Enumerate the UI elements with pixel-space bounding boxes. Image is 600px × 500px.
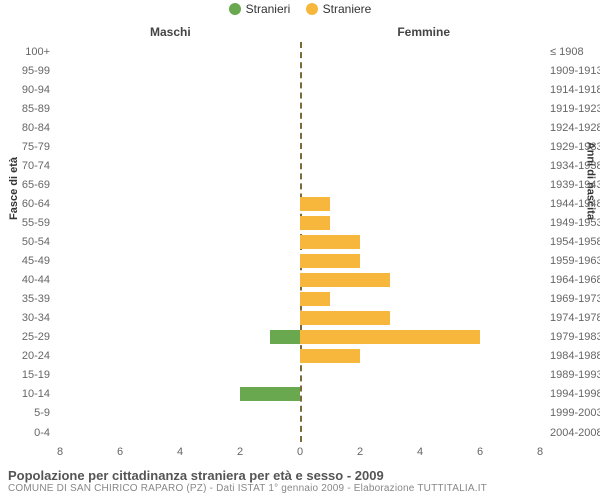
bar-male: [270, 330, 300, 344]
y-tick-age: 50-54: [5, 235, 50, 249]
x-tick: 6: [477, 446, 483, 458]
x-tick: 4: [417, 446, 423, 458]
bar-female: [300, 330, 480, 344]
bar-female: [300, 273, 390, 287]
y-tick-birth: 1979-1983: [550, 330, 600, 344]
y-tick-birth: 1949-1953: [550, 216, 600, 230]
y-tick-age: 85-89: [5, 102, 50, 116]
bar-female: [300, 311, 390, 325]
bar-female: [300, 254, 360, 268]
data-row: [60, 121, 540, 135]
side-title-male: Maschi: [150, 25, 191, 39]
x-tick: 0: [297, 446, 303, 458]
bar-female: [300, 292, 330, 306]
y-tick-birth: 1994-1998: [550, 387, 600, 401]
data-row: [60, 235, 540, 249]
y-tick-birth: 1939-1943: [550, 178, 600, 192]
y-tick-birth: 1909-1913: [550, 64, 600, 78]
x-axis: 8 6 4 2 0 2 4 6 8: [60, 444, 540, 462]
legend-dot-male: [229, 3, 241, 15]
y-tick-birth: 1944-1948: [550, 197, 600, 211]
y-tick-age: 5-9: [5, 406, 50, 420]
data-row: [60, 178, 540, 192]
y-tick-age: 40-44: [5, 273, 50, 287]
side-title-female: Femmine: [397, 25, 450, 39]
y-tick-age: 15-19: [5, 368, 50, 382]
y-tick-birth: 1989-1993: [550, 368, 600, 382]
x-tick: 2: [237, 446, 243, 458]
data-row: [60, 292, 540, 306]
y-tick-birth: 1924-1928: [550, 121, 600, 135]
y-tick-age: 60-64: [5, 197, 50, 211]
legend: Stranieri Straniere: [0, 2, 600, 18]
y-tick-age: 30-34: [5, 311, 50, 325]
chart-container: Stranieri Straniere Maschi Femmine Fasce…: [0, 0, 600, 500]
y-tick-age: 65-69: [5, 178, 50, 192]
plot-area: 864202468 100+≤ 190895-991909-191390-941…: [60, 42, 540, 442]
chart-subtitle: COMUNE DI SAN CHIRICO RAPARO (PZ) - Dati…: [8, 483, 592, 494]
data-row: [60, 64, 540, 78]
data-row: [60, 254, 540, 268]
data-row: [60, 368, 540, 382]
x-tick: 2: [357, 446, 363, 458]
y-tick-age: 20-24: [5, 349, 50, 363]
y-tick-age: 35-39: [5, 292, 50, 306]
data-row: [60, 83, 540, 97]
chart-title: Popolazione per cittadinanza straniera p…: [8, 468, 592, 483]
y-tick-age: 55-59: [5, 216, 50, 230]
x-tick: 4: [177, 446, 183, 458]
data-row: [60, 102, 540, 116]
chart-footer: Popolazione per cittadinanza straniera p…: [8, 468, 592, 494]
y-tick-age: 75-79: [5, 140, 50, 154]
y-tick-birth: 2004-2008: [550, 426, 600, 440]
x-tick: 6: [117, 446, 123, 458]
y-tick-birth: 1934-1938: [550, 159, 600, 173]
y-tick-birth: 1919-1923: [550, 102, 600, 116]
y-tick-birth: 1959-1963: [550, 254, 600, 268]
y-tick-birth: 1954-1958: [550, 235, 600, 249]
data-row: [60, 349, 540, 363]
y-tick-birth: 1964-1968: [550, 273, 600, 287]
bar-female: [300, 216, 330, 230]
data-row: [60, 159, 540, 173]
legend-label-male: Stranieri: [246, 2, 291, 16]
legend-dot-female: [306, 3, 318, 15]
data-row: [60, 140, 540, 154]
bar-female: [300, 349, 360, 363]
bar-female: [300, 197, 330, 211]
y-tick-birth: 1969-1973: [550, 292, 600, 306]
y-tick-birth: 1974-1978: [550, 311, 600, 325]
y-tick-birth: 1914-1918: [550, 83, 600, 97]
legend-item-male: Stranieri: [229, 2, 291, 16]
data-row: [60, 406, 540, 420]
data-row: [60, 45, 540, 59]
y-tick-age: 25-29: [5, 330, 50, 344]
y-tick-birth: 1929-1933: [550, 140, 600, 154]
y-tick-birth: 1984-1988: [550, 349, 600, 363]
y-tick-age: 45-49: [5, 254, 50, 268]
data-row: [60, 387, 540, 401]
data-row: [60, 273, 540, 287]
bar-male: [240, 387, 300, 401]
bar-female: [300, 235, 360, 249]
y-tick-age: 100+: [5, 45, 50, 59]
data-row: [60, 216, 540, 230]
y-tick-age: 90-94: [5, 83, 50, 97]
data-row: [60, 426, 540, 440]
data-row: [60, 311, 540, 325]
legend-label-female: Straniere: [323, 2, 372, 16]
y-tick-birth: ≤ 1908: [550, 45, 600, 59]
y-tick-birth: 1999-2003: [550, 406, 600, 420]
y-tick-age: 0-4: [5, 426, 50, 440]
y-tick-age: 95-99: [5, 64, 50, 78]
y-tick-age: 80-84: [5, 121, 50, 135]
y-tick-age: 70-74: [5, 159, 50, 173]
data-row: [60, 197, 540, 211]
x-tick: 8: [537, 446, 543, 458]
y-tick-age: 10-14: [5, 387, 50, 401]
data-row: [60, 330, 540, 344]
x-tick: 8: [57, 446, 63, 458]
legend-item-female: Straniere: [306, 2, 372, 16]
